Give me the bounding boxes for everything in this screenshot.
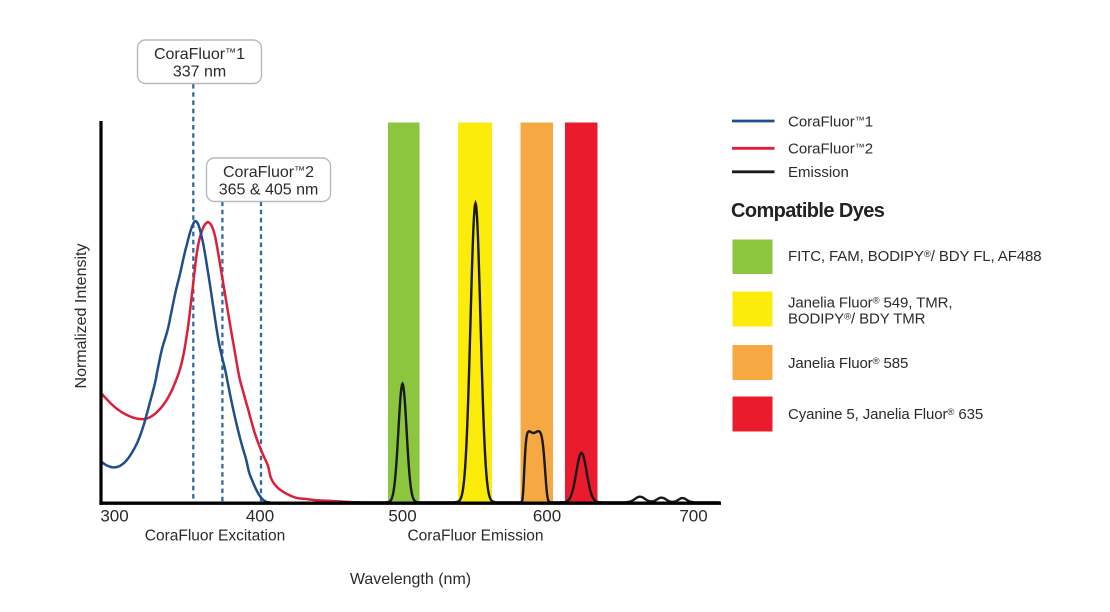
svg-text:BODIPY®/ BDY TMR: BODIPY®/ BDY TMR <box>788 311 926 328</box>
svg-text:CoraFluor™1: CoraFluor™1 <box>154 46 245 63</box>
svg-text:600: 600 <box>533 507 561 526</box>
svg-text:Janelia Fluor® 585: Janelia Fluor® 585 <box>788 355 908 372</box>
svg-text:CoraFluor™2: CoraFluor™2 <box>788 141 873 158</box>
svg-text:CoraFluor™1: CoraFluor™1 <box>788 113 873 130</box>
svg-text:300: 300 <box>100 507 128 526</box>
svg-text:Normalized Intensity: Normalized Intensity <box>73 244 90 389</box>
svg-text:CoraFluor Emission: CoraFluor Emission <box>407 528 543 545</box>
svg-text:FITC, FAM, BODIPY®/ BDY FL, AF: FITC, FAM, BODIPY®/ BDY FL, AF488 <box>788 248 1042 265</box>
svg-text:Emission: Emission <box>788 164 849 181</box>
svg-text:700: 700 <box>679 507 707 526</box>
svg-text:400: 400 <box>246 507 274 526</box>
svg-text:Wavelength (nm): Wavelength (nm) <box>350 571 471 588</box>
svg-text:337 nm: 337 nm <box>173 64 226 81</box>
svg-text:CoraFluor™2: CoraFluor™2 <box>223 164 314 181</box>
svg-text:Cyanine 5, Janelia Fluor® 635: Cyanine 5, Janelia Fluor® 635 <box>788 406 983 423</box>
svg-text:365 & 405 nm: 365 & 405 nm <box>219 182 319 199</box>
svg-text:Janelia Fluor® 549, TMR,: Janelia Fluor® 549, TMR, <box>788 295 952 312</box>
svg-text:Compatible Dyes: Compatible Dyes <box>731 200 885 222</box>
svg-text:CoraFluor Excitation: CoraFluor Excitation <box>145 528 285 545</box>
svg-text:500: 500 <box>388 507 416 526</box>
